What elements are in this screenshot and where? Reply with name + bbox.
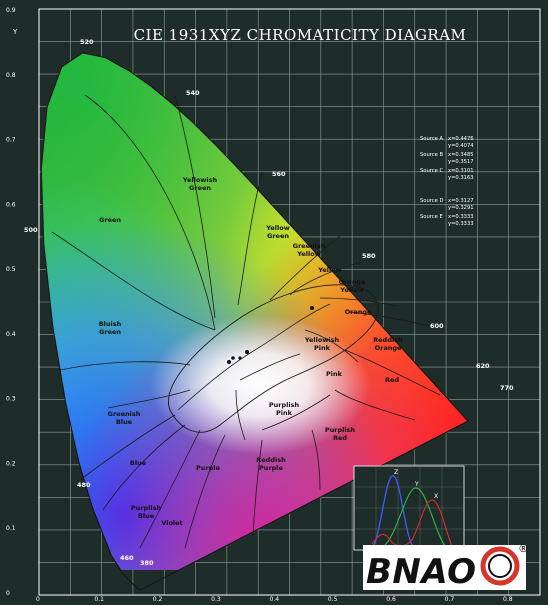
region-label: Yellow Green [265,224,289,240]
source-x-value: x=0.3333 [448,214,474,220]
inset-curve-label: Y [414,481,419,488]
inset-color-matching-plot: Z Y X [353,465,465,551]
inset-x-curve [371,499,453,547]
y-tick-label: 0.5 [6,266,16,273]
region-label: Purplish Pink [269,401,300,417]
region-label: Reddish Orange [373,336,403,352]
source-name: Source D [420,198,443,204]
y-tick-label: 0.1 [6,525,16,532]
wavelength-labels: 520 540 560 580 600 620 770 500 480 460 380 [24,38,514,567]
region-label: Purplish Red [325,426,356,442]
region-label: Greenish Yellow [293,242,326,258]
planckian-locus [177,303,331,411]
source-point [238,356,242,360]
y-tick-label: 0 [6,590,10,597]
y-tick-label: 0.4 [6,331,16,338]
x-tick-label: 0.5 [328,596,338,603]
region-label: Reddish Purple [256,456,286,472]
region-label: Yellowish Pink [304,336,340,352]
brand-logo-text: BNAO [366,552,476,592]
y-tick-label: 0.3 [6,396,16,403]
wavelength-label: 480 [77,481,91,489]
source-point [245,350,249,354]
region-label: Red [385,376,399,384]
source-name: Source A [420,136,443,142]
region-label: Purple [196,464,220,472]
wavelength-label: 380 [140,559,154,567]
region-label: Yellowish Green [182,176,218,192]
region-label: Green [99,216,121,224]
source-y-value: y=0.4074 [448,143,474,149]
brand-logo: BNAO ® [363,542,529,592]
source-points [227,306,314,364]
wavelength-label: 540 [186,89,200,97]
x-tick-label: 0.2 [153,596,163,603]
wavelength-label: 770 [500,384,514,392]
y-tick-label: 0.9 [6,7,16,14]
wavelength-label: 520 [80,38,94,46]
source-point [227,360,231,364]
spectral-locus [40,52,469,591]
plot-frame [38,8,541,596]
y-tick-label: 0.8 [6,72,16,79]
source-y-value: y=0.3333 [448,221,474,227]
source-x-value: x=0.3101 [448,168,474,174]
source-point [231,356,235,360]
region-boundaries [51,94,441,549]
region-label: Violet [161,519,182,527]
wavelength-label: 560 [272,170,286,178]
x-tick-label: 0.4 [270,596,280,603]
region-label: Orange Yellow [339,278,366,294]
registered-mark: ® [518,542,529,555]
source-point [310,306,314,310]
source-name: Source E [420,214,443,220]
brand-logo-ring [480,546,520,586]
y-tick-labels: 0 0.1 0.2 0.3 0.4 0.5 0.6 0.7 0.8 0.9 [6,7,16,597]
x-tick-label: 0 [36,596,40,603]
wavelength-label: 580 [362,252,376,260]
wavelength-label: 460 [120,554,134,562]
region-label: Orange [345,308,372,316]
white-region-outline [168,284,379,433]
wavelength-label: 500 [24,226,38,234]
source-y-value: y=0.3517 [448,159,474,165]
y-axis-letter: Y [12,28,18,36]
source-y-value: y=0.3291 [448,205,474,211]
y-tick-label: 0.7 [6,137,16,144]
wavelength-label: 600 [430,322,444,330]
x-tick-label: 0.1 [94,596,104,603]
region-label: Pink [326,370,343,378]
region-label: Purplish Blue [131,504,162,520]
source-name: Source C [420,168,443,174]
diagram-title: CIE 1931XYZ CHROMATICITY DIAGRAM [134,26,467,44]
source-y-value: y=0.3163 [448,175,474,181]
x-tick-labels: 0 0.1 0.2 0.3 0.4 0.5 0.6 0.7 0.8 [36,596,513,603]
inset-curve-label: X [434,493,438,500]
source-x-value: x=0.3485 [448,152,474,158]
wavelength-label: 620 [476,362,490,370]
y-tick-label: 0.2 [6,460,16,467]
inset-curve-label: Z [394,469,398,476]
x-tick-label: 0.6 [386,596,396,603]
inset-y-curve [379,487,446,549]
x-tick-label: 0.7 [445,596,455,603]
region-label: Yellow [317,266,341,274]
source-name: Source B [420,152,443,158]
region-label: Blue [130,459,147,467]
x-tick-label: 0.3 [211,596,221,603]
source-x-value: x=0.3127 [448,198,474,204]
source-x-value: x=0.4476 [448,136,474,142]
y-tick-label: 0.6 [6,201,16,208]
region-label: Bluish Green [99,320,122,336]
region-label: Greenish Blue [108,410,141,426]
x-tick-label: 0.8 [503,596,513,603]
